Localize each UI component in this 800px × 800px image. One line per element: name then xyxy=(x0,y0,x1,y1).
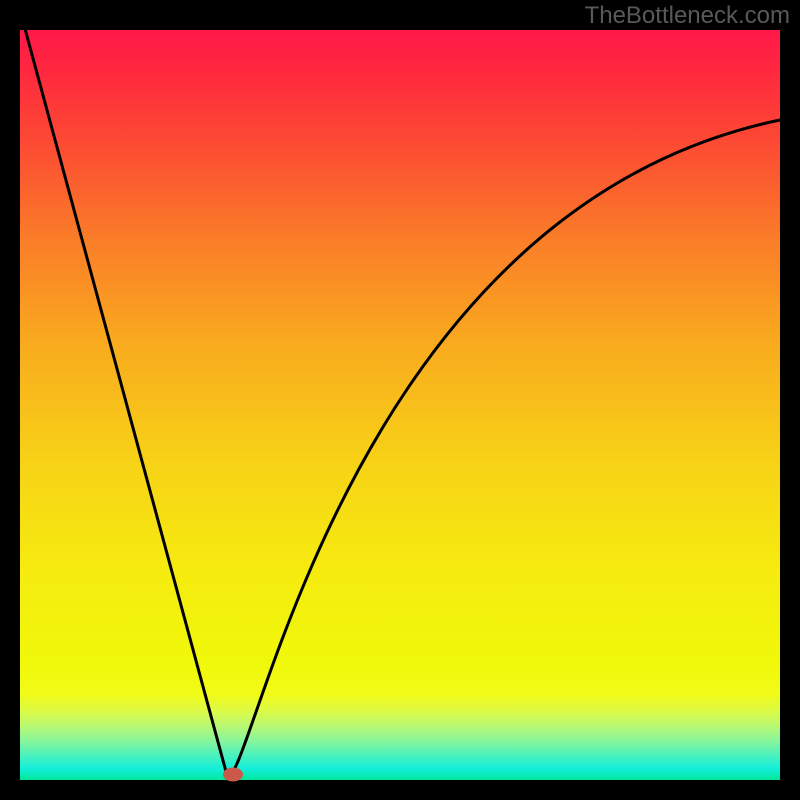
bottleneck-chart xyxy=(20,30,780,780)
watermark-text: TheBottleneck.com xyxy=(585,2,790,30)
optimal-point-marker xyxy=(222,766,244,787)
chart-svg xyxy=(20,30,780,780)
chart-frame: TheBottleneck.com xyxy=(0,0,800,800)
marker-ellipse-svg xyxy=(222,766,244,782)
